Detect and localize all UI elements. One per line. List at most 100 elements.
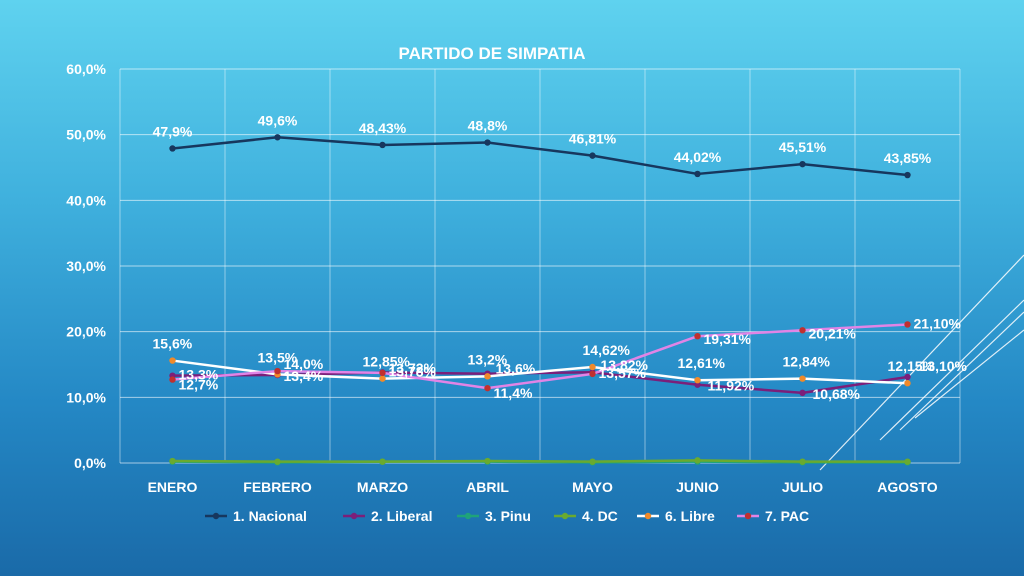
series-line xyxy=(172,323,908,390)
legend-label: 7. PAC xyxy=(765,508,809,524)
data-point xyxy=(274,134,281,141)
legend-swatch-marker xyxy=(644,512,652,520)
data-label: 45,51% xyxy=(779,139,827,155)
data-label: 13,78% xyxy=(389,364,437,380)
data-point xyxy=(589,458,596,465)
data-label: 20,21% xyxy=(809,325,857,341)
legend-swatch-marker xyxy=(744,512,752,520)
data-point xyxy=(484,457,491,465)
y-tick-label: 50,0% xyxy=(66,127,106,143)
y-tick-label: 30,0% xyxy=(66,258,106,274)
data-label: 13,10% xyxy=(920,358,968,374)
data-point xyxy=(904,373,911,381)
data-point xyxy=(484,139,491,146)
data-label: 49,6% xyxy=(258,112,298,128)
data-label: 11,4% xyxy=(494,385,533,401)
data-label: 48,43% xyxy=(359,120,407,136)
data-point xyxy=(799,389,806,397)
x-tick-label: ABRIL xyxy=(466,479,509,495)
x-tick-label: JUNIO xyxy=(676,479,719,495)
data-label: 13,82% xyxy=(601,357,649,373)
legend-label: 2. Liberal xyxy=(371,508,432,524)
data-point xyxy=(274,458,281,465)
x-tick-label: MARZO xyxy=(357,479,408,495)
data-label: 12,61% xyxy=(678,355,726,371)
data-point xyxy=(694,381,701,388)
data-point xyxy=(169,457,176,465)
data-label: 43,85% xyxy=(884,150,932,166)
x-tick-label: FEBRERO xyxy=(243,479,312,495)
series-group xyxy=(169,134,911,466)
data-label: 13,3% xyxy=(179,367,219,383)
data-point xyxy=(694,170,701,178)
data-label: 13,57% xyxy=(599,365,647,381)
data-label: 14,0% xyxy=(284,356,324,372)
legend: 1. Nacional 2. Liberal 3. Pinu 4. DC 6. Libr… xyxy=(205,508,809,524)
legend-label: 6. Libre xyxy=(665,508,715,524)
data-label: 46,81% xyxy=(569,131,617,147)
data-label: 13,4% xyxy=(284,368,324,384)
data-point xyxy=(694,376,701,384)
data-point xyxy=(589,363,596,371)
series-line xyxy=(172,136,908,177)
data-point xyxy=(379,369,386,377)
data-label: 12,84% xyxy=(783,354,831,370)
data-point xyxy=(379,141,386,149)
y-tick-label: 20,0% xyxy=(66,324,106,340)
data-label: 13,72% xyxy=(389,360,437,376)
data-label: 13,2% xyxy=(468,351,508,367)
y-tick-label: 60,0% xyxy=(66,61,106,77)
data-point xyxy=(694,457,701,464)
data-point xyxy=(904,171,911,179)
legend-swatch-marker xyxy=(464,512,472,520)
data-label: 12,7% xyxy=(179,377,219,393)
y-tick-label: 40,0% xyxy=(66,192,106,208)
data-point xyxy=(484,384,491,392)
data-point xyxy=(799,160,806,168)
y-tick-label: 10,0% xyxy=(66,389,106,405)
chart-title: PARTIDO DE SIMPATIA xyxy=(399,44,586,63)
data-point xyxy=(169,145,176,152)
data-point xyxy=(904,458,911,465)
grid xyxy=(119,68,961,464)
data-label: 47,9% xyxy=(153,123,193,139)
data-point xyxy=(694,332,701,340)
data-label: 13,5% xyxy=(258,349,298,365)
x-tick-label: MAYO xyxy=(572,479,613,495)
data-label: 19,31% xyxy=(704,331,752,347)
data-label: 14,62% xyxy=(583,342,631,358)
legend-swatch-marker xyxy=(561,512,569,520)
data-point xyxy=(589,370,596,378)
data-label: 48,8% xyxy=(468,118,508,134)
data-point xyxy=(904,380,911,387)
data-point xyxy=(799,327,806,334)
x-tick-label: ENERO xyxy=(148,479,198,495)
legend-swatch-marker xyxy=(350,512,358,520)
legend-label: 1. Nacional xyxy=(233,508,307,524)
data-point xyxy=(799,375,806,382)
data-point xyxy=(274,367,281,375)
data-label: 15,6% xyxy=(153,336,193,352)
data-label: 10,68% xyxy=(813,386,861,402)
data-point xyxy=(904,321,911,328)
y-tick-label: 0,0% xyxy=(74,455,106,471)
data-point xyxy=(379,375,386,382)
data-label: 11,92% xyxy=(708,378,755,394)
data-label: 12,15% xyxy=(888,358,936,374)
data-point xyxy=(799,458,806,465)
data-labels: 47,9% 49,6% 48,43% 48,8% 46,81% 44,02% 45,51% 4… xyxy=(153,112,968,402)
data-label: 21,10% xyxy=(914,315,962,331)
decorative-lines xyxy=(819,254,1024,471)
x-tick-label: AGOSTO xyxy=(877,479,938,495)
data-point xyxy=(379,458,386,465)
legend-swatch-marker xyxy=(212,512,220,520)
series-line xyxy=(172,359,908,385)
data-label: 12,85% xyxy=(363,354,411,370)
x-tick-label: JULIO xyxy=(782,479,823,495)
legend-label: 3. Pinu xyxy=(485,508,531,524)
legend-label: 4. DC xyxy=(582,508,618,524)
series-line xyxy=(172,459,908,463)
data-label: 13,6% xyxy=(496,361,536,377)
